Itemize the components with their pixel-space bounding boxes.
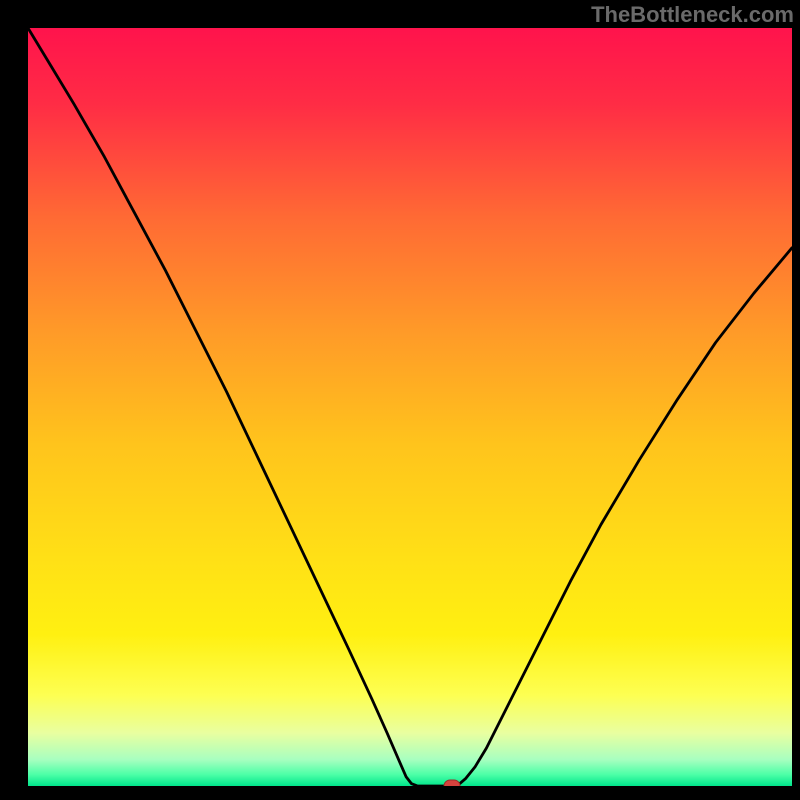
bottleneck-curve-chart (28, 28, 792, 786)
gradient-background (28, 28, 792, 786)
watermark-text: TheBottleneck.com (591, 2, 794, 28)
optimal-point-marker (444, 780, 460, 786)
